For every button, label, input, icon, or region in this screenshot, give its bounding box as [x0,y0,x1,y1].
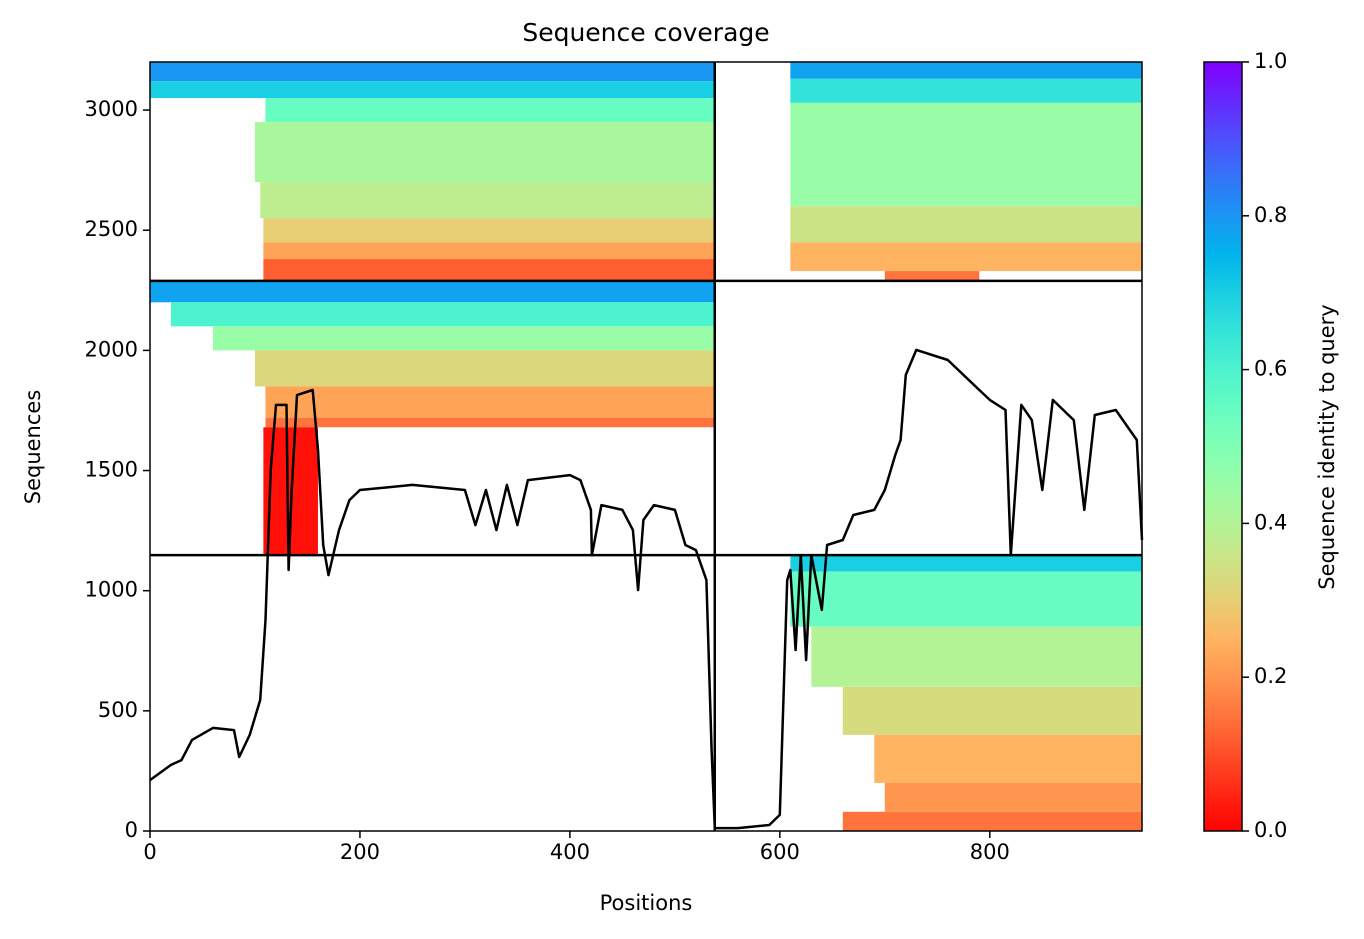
coverage-band [170,302,715,327]
colorbar-tick-label: 0.0 [1254,818,1287,842]
coverage-band [265,386,715,418]
colorbar-tick-label: 0.6 [1254,357,1287,381]
colorbar-label: Sequence identity to query [1315,304,1339,589]
coverage-band [884,271,980,281]
coverage-band [790,242,1142,272]
x-axis-label: Positions [600,891,693,915]
colorbar-tick-label: 0.2 [1254,664,1287,688]
x-tick-label: 800 [970,840,1010,864]
x-tick-label: 200 [340,840,380,864]
plot-frame [149,61,1143,832]
coverage-band [265,417,715,428]
coverage-band [265,98,715,123]
coverage-line [149,348,1144,830]
colorbar-tick-label: 0.4 [1254,510,1287,534]
y-tick-label: 1500 [85,458,138,482]
x-tick-label: 600 [760,840,800,864]
y-tick-label: 500 [98,698,138,722]
coverage-band [212,326,715,351]
colorbar [1203,61,1243,832]
y-tick-label: 1000 [85,578,138,602]
coverage-band [254,350,715,387]
colorbar-tick-label: 1.0 [1254,49,1287,73]
x-tick-label: 400 [550,840,590,864]
coverage-band [790,78,1142,103]
colorbar-tick-label: 0.8 [1254,203,1287,227]
coverage-band [263,242,715,260]
coverage-band [790,102,1142,207]
coverage-band [254,122,715,183]
coverage-band [790,571,1142,627]
coverage-band [790,555,1142,572]
coverage-band [150,280,715,303]
coverage-band [150,62,715,82]
coverage-band [263,259,715,281]
y-tick-label: 2500 [85,217,138,241]
coverage-band [263,218,715,243]
coverage-band [842,686,1142,735]
coverage-band [790,206,1142,243]
coverage-band [874,734,1142,783]
y-tick-label: 3000 [85,97,138,121]
coverage-band [790,62,1142,79]
y-tick-label: 0 [125,818,138,842]
coverage-band [842,811,1142,831]
y-tick-label: 2000 [85,337,138,361]
coverage-band [884,782,1142,812]
coverage-band [811,626,1142,687]
y-axis-label: Sequences [21,390,45,505]
coverage-band [260,182,715,219]
chart-title: Sequence coverage [522,18,769,47]
coverage-band [150,81,715,99]
x-tick-label: 0 [143,840,156,864]
